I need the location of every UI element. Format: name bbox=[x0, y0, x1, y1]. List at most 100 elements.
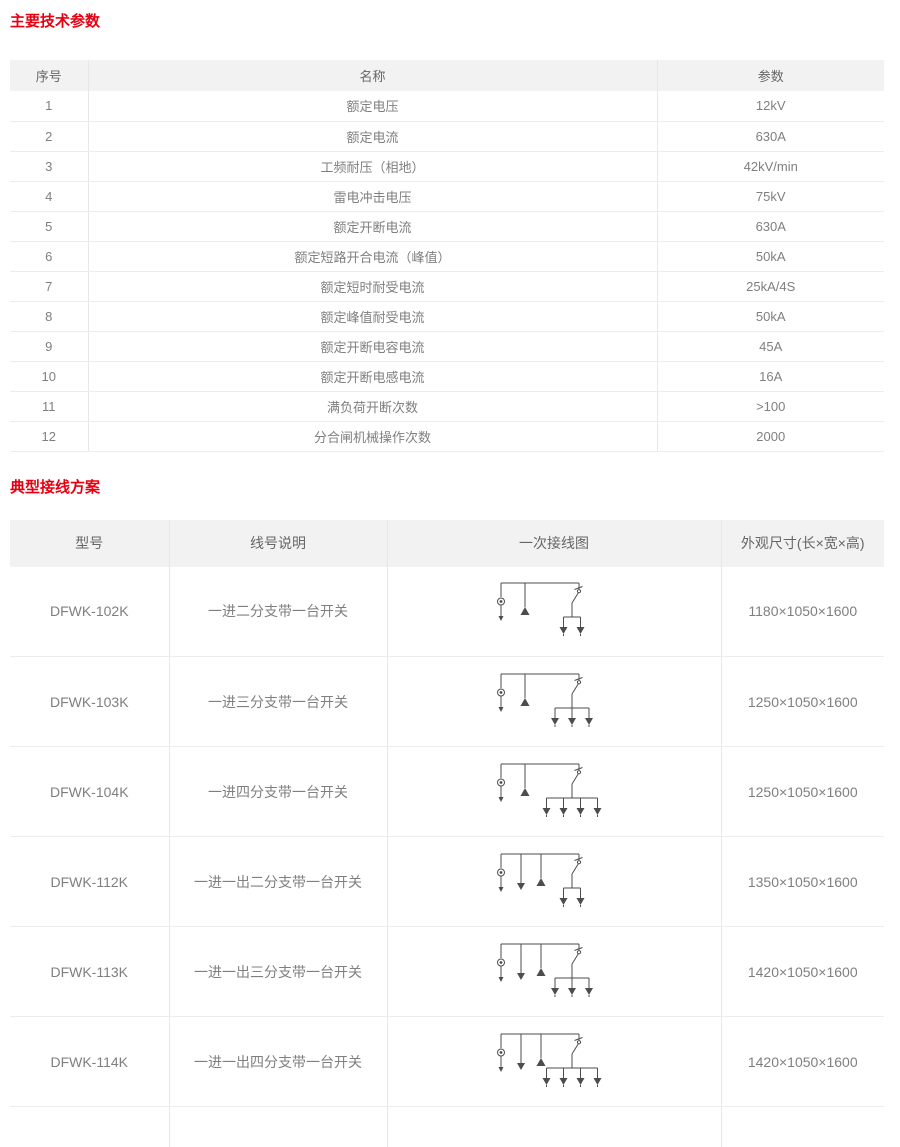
scheme-dimensions: 1420×1050×1600 bbox=[720, 926, 884, 1017]
scheme-wiring-diagram-cell bbox=[386, 926, 721, 1017]
parameter-serial-number: 7 bbox=[10, 271, 88, 302]
parameter-table-row: 11 满负荷开断次数 >100 bbox=[10, 391, 884, 422]
parameter-serial-number: 5 bbox=[10, 211, 88, 242]
typical-wiring-schemes-table: 型号 线号说明 一次接线图 外观尺寸(长×宽×高) DFWK-102K 一进二分… bbox=[10, 519, 884, 1147]
parameter-serial-number: 11 bbox=[10, 391, 88, 422]
scheme-model: DFWK-103K bbox=[10, 656, 169, 747]
scheme-dimensions: 1180×1050×1600 bbox=[720, 566, 884, 657]
parameter-name: 额定短时耐受电流 bbox=[87, 271, 657, 302]
scheme-table-row: DFWK-112K 一进一出二分支带一台开关 1350×1050×1600 bbox=[10, 836, 884, 927]
parameter-serial-number: 4 bbox=[10, 181, 88, 212]
scheme-table-row: DFWK-114K 一进一出四分支带一台开关 1420×1050×1600 bbox=[10, 1016, 884, 1107]
parameter-serial-number: 2 bbox=[10, 121, 88, 152]
empty-cell bbox=[10, 1107, 169, 1147]
section-title-typical-wiring: 典型接线方案 bbox=[10, 478, 101, 496]
parameter-name: 额定开断电容电流 bbox=[87, 331, 657, 362]
parameter-table-row: 5 额定开断电流 630A bbox=[10, 211, 884, 242]
scheme-model: DFWK-113K bbox=[10, 926, 169, 1017]
scheme-line-description: 一进二分支带一台开关 bbox=[168, 566, 387, 657]
parameter-name: 工频耐压（相地） bbox=[87, 151, 657, 182]
parameter-name: 满负荷开断次数 bbox=[87, 391, 657, 422]
scheme-model: DFWK-104K bbox=[10, 746, 169, 837]
empty-cell bbox=[720, 1106, 884, 1147]
parameter-serial-number: 12 bbox=[10, 421, 88, 452]
scheme-line-description: 一进三分支带一台开关 bbox=[168, 656, 387, 747]
parameter-value: 50kA bbox=[656, 241, 884, 272]
technical-parameters-table: 序号 名称 参数 1 额定电压 12kV 2 额定电流 630A 3 工频耐压（… bbox=[10, 60, 884, 452]
parameter-name: 额定开断电流 bbox=[87, 211, 657, 242]
parameter-name: 分合闸机械操作次数 bbox=[87, 421, 657, 452]
empty-cell bbox=[168, 1106, 387, 1147]
parameter-table-row: 10 额定开断电感电流 16A bbox=[10, 361, 884, 392]
one-line-wiring-diagram-icon bbox=[497, 943, 593, 997]
scheme-table-row-cutoff bbox=[10, 1106, 884, 1147]
parameter-serial-number: 6 bbox=[10, 241, 88, 272]
scheme-table-row: DFWK-113K 一进一出三分支带一台开关 1420×1050×1600 bbox=[10, 926, 884, 1017]
parameter-value: 42kV/min bbox=[656, 151, 884, 182]
parameter-name: 雷电冲击电压 bbox=[87, 181, 657, 212]
scheme-line-description: 一进一出四分支带一台开关 bbox=[168, 1016, 387, 1107]
scheme-table-row: DFWK-103K 一进三分支带一台开关 1250×1050×1600 bbox=[10, 656, 884, 747]
scheme-model: DFWK-112K bbox=[10, 836, 169, 927]
schemes-header-row: 型号 线号说明 一次接线图 外观尺寸(长×宽×高) bbox=[10, 519, 884, 567]
parameter-table-row: 9 额定开断电容电流 45A bbox=[10, 331, 884, 362]
parameters-header-row: 序号 名称 参数 bbox=[10, 60, 884, 91]
parameter-name: 额定电流 bbox=[87, 121, 657, 152]
header-model: 型号 bbox=[10, 519, 169, 567]
scheme-wiring-diagram-cell bbox=[386, 1016, 721, 1107]
scheme-wiring-diagram-cell bbox=[386, 566, 721, 657]
parameter-value: >100 bbox=[656, 391, 884, 422]
parameter-value: 630A bbox=[656, 211, 884, 242]
scheme-table-row: DFWK-102K 一进二分支带一台开关 1180×1050×1600 bbox=[10, 566, 884, 657]
parameter-table-row: 7 额定短时耐受电流 25kA/4S bbox=[10, 271, 884, 302]
parameter-serial-number: 8 bbox=[10, 301, 88, 332]
parameter-table-row: 4 雷电冲击电压 75kV bbox=[10, 181, 884, 212]
parameter-serial-number: 3 bbox=[10, 151, 88, 182]
parameter-value: 2000 bbox=[656, 421, 884, 452]
parameter-table-row: 12 分合闸机械操作次数 2000 bbox=[10, 421, 884, 452]
parameter-table-row: 3 工频耐压（相地） 42kV/min bbox=[10, 151, 884, 182]
header-name: 名称 bbox=[87, 60, 657, 91]
parameter-value: 50kA bbox=[656, 301, 884, 332]
scheme-dimensions: 1250×1050×1600 bbox=[720, 656, 884, 747]
scheme-line-description: 一进四分支带一台开关 bbox=[168, 746, 387, 837]
parameter-table-row: 6 额定短路开合电流（峰值） 50kA bbox=[10, 241, 884, 272]
parameter-name: 额定短路开合电流（峰值） bbox=[87, 241, 657, 272]
parameter-value: 75kV bbox=[656, 181, 884, 212]
parameter-value: 16A bbox=[656, 361, 884, 392]
header-line-description: 线号说明 bbox=[168, 519, 387, 567]
section-title-main-parameters: 主要技术参数 bbox=[10, 13, 101, 30]
parameter-value: 25kA/4S bbox=[656, 271, 884, 302]
scheme-wiring-diagram-cell bbox=[386, 836, 721, 927]
header-wiring-diagram: 一次接线图 bbox=[386, 519, 721, 567]
parameter-name: 额定电压 bbox=[87, 91, 657, 122]
parameter-serial-number: 1 bbox=[10, 91, 88, 122]
scheme-line-description: 一进一出二分支带一台开关 bbox=[168, 836, 387, 927]
scheme-model: DFWK-102K bbox=[10, 566, 169, 657]
header-dimensions: 外观尺寸(长×宽×高) bbox=[720, 519, 884, 567]
one-line-wiring-diagram-icon bbox=[497, 853, 585, 907]
scheme-dimensions: 1420×1050×1600 bbox=[720, 1016, 884, 1107]
empty-cell bbox=[386, 1106, 721, 1147]
one-line-wiring-diagram-icon bbox=[497, 1033, 602, 1087]
scheme-wiring-diagram-cell bbox=[386, 656, 721, 747]
parameter-value: 45A bbox=[656, 331, 884, 362]
parameter-table-row: 1 额定电压 12kV bbox=[10, 91, 884, 122]
one-line-wiring-diagram-icon bbox=[497, 763, 602, 817]
scheme-line-description: 一进一出三分支带一台开关 bbox=[168, 926, 387, 1017]
header-serial-number: 序号 bbox=[10, 60, 88, 91]
parameter-value: 12kV bbox=[656, 91, 884, 122]
one-line-wiring-diagram-icon bbox=[497, 673, 593, 727]
parameter-serial-number: 10 bbox=[10, 361, 88, 392]
scheme-model: DFWK-114K bbox=[10, 1016, 169, 1107]
one-line-wiring-diagram-icon bbox=[497, 582, 585, 637]
parameter-name: 额定峰值耐受电流 bbox=[87, 301, 657, 332]
scheme-table-row: DFWK-104K 一进四分支带一台开关 1250×1050×1600 bbox=[10, 746, 884, 837]
parameter-serial-number: 9 bbox=[10, 331, 88, 362]
parameter-table-row: 2 额定电流 630A bbox=[10, 121, 884, 152]
scheme-dimensions: 1250×1050×1600 bbox=[720, 746, 884, 837]
parameter-table-row: 8 额定峰值耐受电流 50kA bbox=[10, 301, 884, 332]
scheme-dimensions: 1350×1050×1600 bbox=[720, 836, 884, 927]
parameter-name: 额定开断电感电流 bbox=[87, 361, 657, 392]
